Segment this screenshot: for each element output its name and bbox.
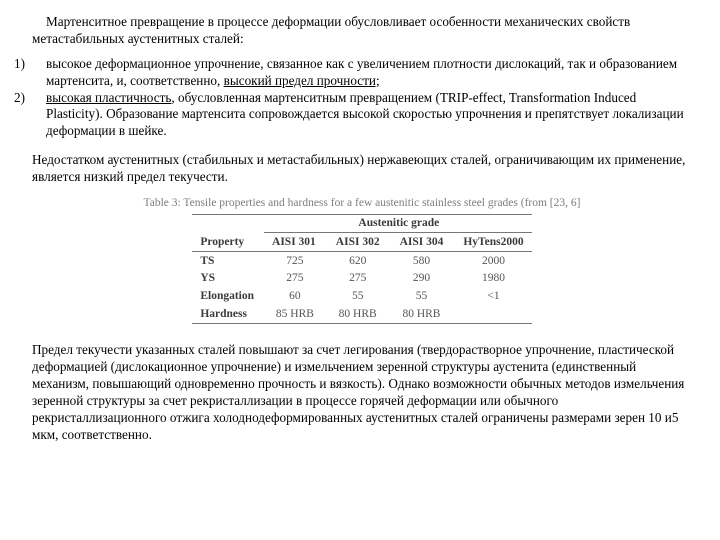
row-label: Hardness <box>192 305 264 323</box>
cell: 80 HRB <box>326 305 390 323</box>
row-label: YS <box>192 270 264 288</box>
cell: 275 <box>326 270 390 288</box>
table-corner-cell: Property <box>192 214 264 251</box>
feature-1-underlined: высокий предел прочности; <box>224 73 380 88</box>
cell: 290 <box>390 270 454 288</box>
cell: 80 HRB <box>390 305 454 323</box>
table-super-header: Austenitic grade <box>264 214 532 233</box>
intro-paragraph: Мартенситное превращение в процессе дефо… <box>32 14 692 48</box>
document-page: Мартенситное превращение в процессе дефо… <box>0 0 720 465</box>
feature-2-underlined: высокая пластичность <box>46 90 171 105</box>
cell: 55 <box>390 288 454 306</box>
cell: 580 <box>390 252 454 270</box>
cell: 725 <box>264 252 326 270</box>
cell: 85 HRB <box>264 305 326 323</box>
outro-paragraph: Предел текучести указанных сталей повыша… <box>32 342 692 443</box>
table-body: TS 725 620 580 2000 YS 275 275 290 1980 … <box>192 252 531 324</box>
cell: <1 <box>453 288 531 306</box>
feature-list: высокое деформационное упрочнение, связа… <box>32 56 692 140</box>
table-col-0: AISI 301 <box>264 233 326 252</box>
table-super-header-row: Property Austenitic grade <box>192 214 531 233</box>
table-row: TS 725 620 580 2000 <box>192 252 531 270</box>
table-row: Elongation 60 55 55 <1 <box>192 288 531 306</box>
properties-table: Property Austenitic grade AISI 301 AISI … <box>192 214 531 324</box>
cell: 620 <box>326 252 390 270</box>
cell: 2000 <box>453 252 531 270</box>
table-col-2: AISI 304 <box>390 233 454 252</box>
cell: 60 <box>264 288 326 306</box>
disadvantage-paragraph: Недостатком аустенитных (стабильных и ме… <box>32 152 692 186</box>
table-col-1: AISI 302 <box>326 233 390 252</box>
cell: 1980 <box>453 270 531 288</box>
table-row: YS 275 275 290 1980 <box>192 270 531 288</box>
cell: 275 <box>264 270 326 288</box>
cell <box>453 305 531 323</box>
table-caption: Table 3: Tensile properties and hardness… <box>32 196 692 211</box>
row-label: TS <box>192 252 264 270</box>
row-label: Elongation <box>192 288 264 306</box>
table-row: Hardness 85 HRB 80 HRB 80 HRB <box>192 305 531 323</box>
table-col-3: HyTens2000 <box>453 233 531 252</box>
cell: 55 <box>326 288 390 306</box>
feature-item-2: высокая пластичность, обусловленная март… <box>32 90 692 141</box>
feature-item-1: высокое деформационное упрочнение, связа… <box>32 56 692 90</box>
